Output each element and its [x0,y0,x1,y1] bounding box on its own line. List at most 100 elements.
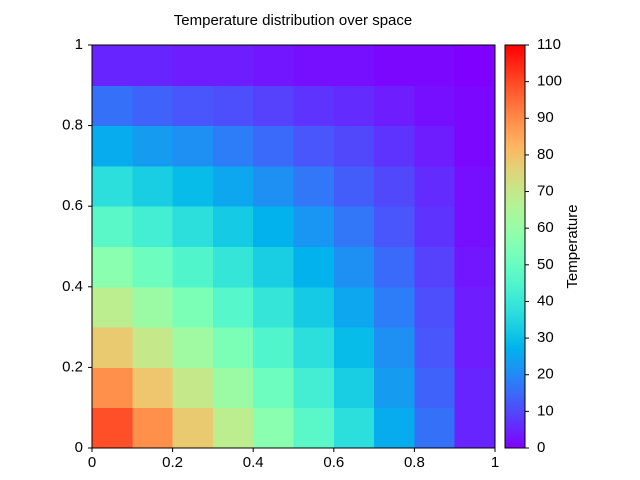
heat-cell [374,45,415,86]
heat-cell [454,367,496,409]
y-tick-label: 0.6 [62,197,83,214]
heat-cell [212,125,254,167]
colorbar-label: Temperature [564,204,581,288]
heat-cell [253,85,294,127]
heat-cell [333,246,375,288]
heat-cell [253,327,294,368]
heat-cell [172,165,214,207]
heat-cell [414,125,456,167]
heat-cell [92,125,133,167]
heat-cell [92,85,133,127]
heat-cell [253,206,294,247]
heat-cell [132,286,174,328]
heat-cell [454,45,496,86]
heat-cell [172,125,214,167]
x-tick-label: 0.4 [243,454,264,471]
heat-cell [454,125,496,167]
chart-title: Temperature distribution over space [174,12,412,29]
heat-cell [414,165,456,207]
colorbar-tick-label: 0 [537,439,545,456]
colorbar-tick-label: 100 [537,73,562,90]
heat-cell [374,206,415,247]
colorbar-tick-label: 70 [537,183,554,200]
heat-cell [253,165,294,207]
heat-cell [253,125,294,167]
x-tick-label: 0.2 [162,454,183,471]
heat-cell [253,407,294,449]
heat-cell [92,327,133,368]
heat-cell [414,286,456,328]
heat-cell [172,246,214,288]
heat-cell [92,407,133,449]
heat-cell [374,125,415,167]
heat-cell [293,206,335,247]
heat-cell [374,286,415,328]
colorbar-tick-label: 30 [537,329,554,346]
heat-cell [333,367,375,409]
heat-cell [374,85,415,127]
x-tick-label: 0.6 [323,454,344,471]
heat-cell [454,85,496,127]
heat-cell [414,327,456,368]
heat-cell [92,286,133,328]
heat-cell [212,165,254,207]
heat-cell [333,85,375,127]
x-tick-label: 0 [88,454,96,471]
heat-cell [293,246,335,288]
heat-cell [253,45,294,86]
heat-cell [212,45,254,86]
y-tick-label: 1 [75,36,83,53]
heat-cell [172,407,214,449]
heat-cell [132,45,174,86]
heat-cell [293,407,335,449]
heat-cell [454,165,496,207]
heat-cell [414,367,456,409]
heat-cell [172,367,214,409]
heat-cell [414,85,456,127]
colorbar-tick-label: 110 [537,36,561,53]
colorbar-tick-label: 90 [537,109,554,126]
heat-cell [333,206,375,247]
heat-cell [92,206,133,247]
heat-cell [253,367,294,409]
heat-cell [333,45,375,86]
heat-cell [212,206,254,247]
heat-cell [92,367,133,409]
heat-cell [333,407,375,449]
heat-cell [293,85,335,127]
heat-cell [333,125,375,167]
heat-cell [333,165,375,207]
heat-cell [454,327,496,368]
heat-cell [212,367,254,409]
heat-cell [374,367,415,409]
colorbar-tick-label: 20 [537,366,554,383]
y-tick-label: 0.8 [62,117,83,134]
heat-cell [132,407,174,449]
heat-cell [172,45,214,86]
heat-cell [293,327,335,368]
heat-cell [414,407,456,449]
heat-cell [172,206,214,247]
heat-cell [212,85,254,127]
x-tick-label: 0.8 [404,454,425,471]
heat-cell [172,85,214,127]
heat-cell [374,407,415,449]
heat-cell [92,165,133,207]
colorbar-tick-label: 40 [537,292,554,309]
heat-cell [253,286,294,328]
heat-cell [454,246,496,288]
colorbar-tick-label: 60 [537,219,554,236]
heat-cell [293,165,335,207]
heat-cell [454,206,496,247]
heat-cell [293,45,335,86]
heat-cell [454,407,496,449]
heat-cell [374,327,415,368]
colorbar-tick-label: 80 [537,146,554,163]
y-tick-label: 0.2 [62,358,83,375]
heat-cell [374,246,415,288]
y-tick-label: 0.4 [62,278,83,295]
heat-cell [212,286,254,328]
heat-cell [172,327,214,368]
heat-cell [414,45,456,86]
